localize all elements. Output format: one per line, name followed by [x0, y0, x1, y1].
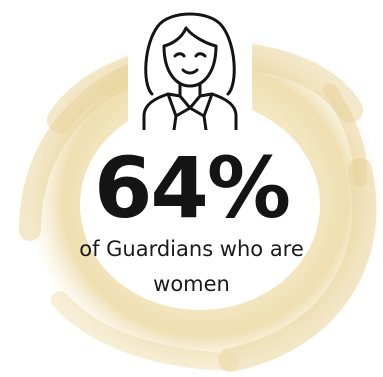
stat-caption: of Guardians who are women — [79, 237, 304, 296]
woman-avatar-icon — [128, 4, 252, 130]
stat-value: 64% — [93, 139, 291, 237]
